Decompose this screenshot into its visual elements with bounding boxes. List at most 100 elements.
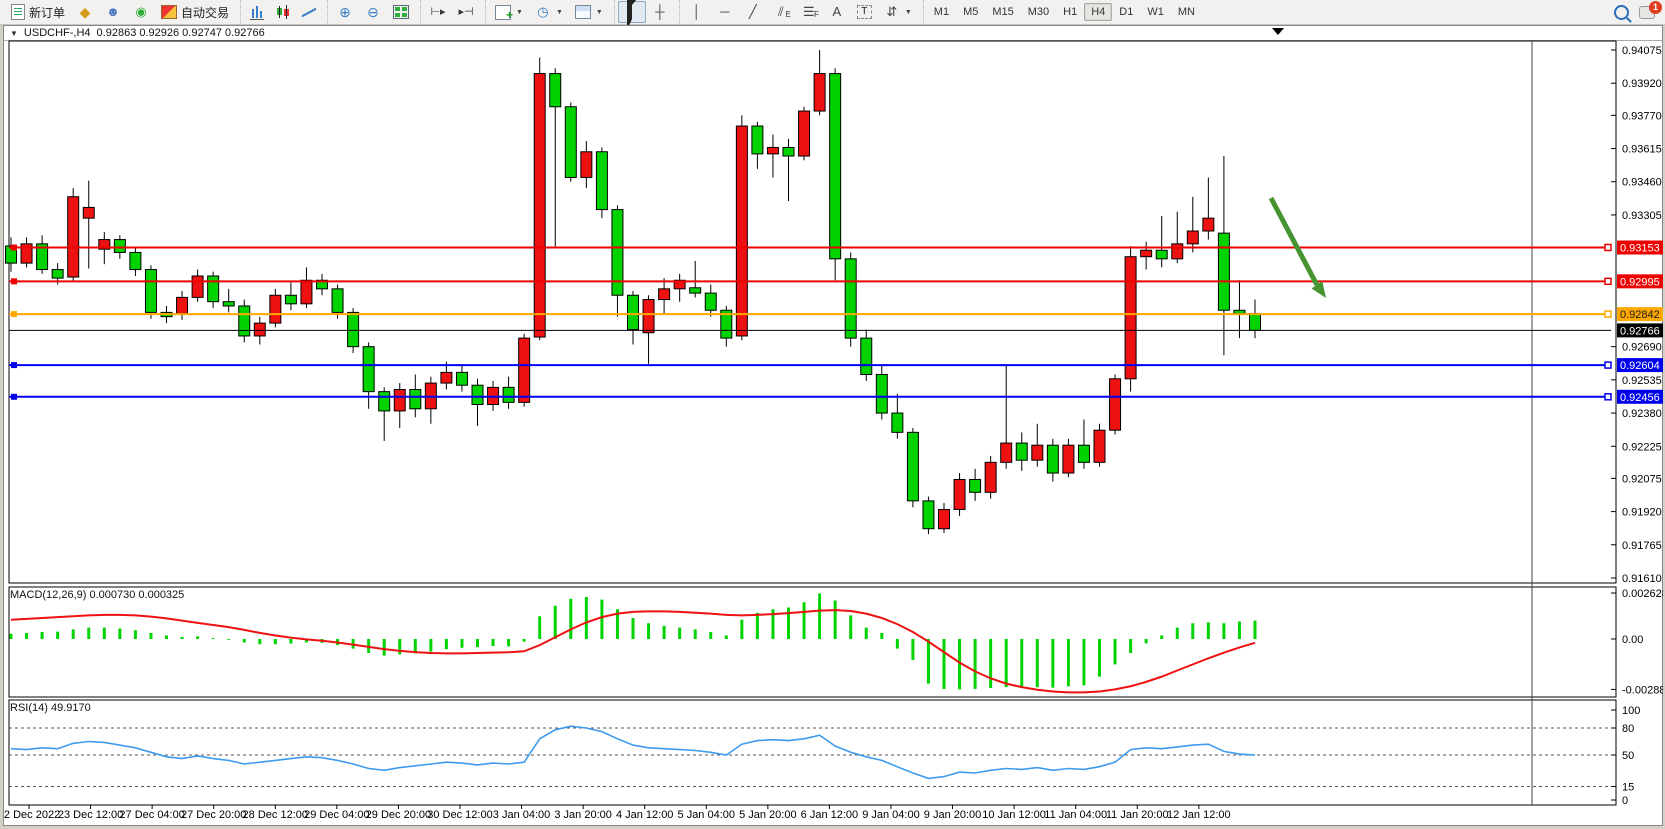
line-anchor-handle[interactable] [1604,310,1612,318]
signals-button[interactable]: ◉ [127,1,155,23]
new-order-button[interactable]: 新订单 [5,1,71,24]
rsi-axis-label: 80 [1622,723,1634,735]
line-anchor-handle[interactable] [1604,361,1612,369]
date-label: 11 Jan 04:00 [1044,809,1107,821]
indicators-icon [495,4,513,23]
candlestick-chart-button[interactable] [270,2,296,22]
price-line-label-text: 0.92766 [1620,325,1660,337]
candle-body [471,384,484,405]
candle-body [1202,217,1215,232]
timeframe-m15-button[interactable]: M15 [992,6,1014,18]
collapse-icon[interactable]: ▼ [10,28,18,38]
candlestick-chart-icon [276,5,291,19]
candle-body [798,110,811,157]
support-button[interactable]: ☻ [99,1,127,23]
timeframe-w1-button[interactable]: W1 [1147,6,1164,18]
timeframe-d1-button[interactable]: D1 [1119,6,1134,18]
chart-window[interactable]: ▼ USDCHF-,H4 0.92863 0.92926 0.92747 0.9… [3,25,1663,826]
date-label: 3 Jan 20:00 [554,809,612,821]
line-anchor-handle[interactable] [1604,393,1612,401]
zoom-in-icon: ⊕ [339,4,351,20]
date-label: 9 Jan 04:00 [862,809,920,821]
candle-body [207,275,220,303]
autotrading-button[interactable]: 自动交易 [155,1,235,24]
crosshair-tool-button[interactable]: ┼ [646,1,674,23]
vertical-line-tool-button[interactable]: │ [683,1,711,23]
candle-body [362,346,375,393]
line-anchor-handle[interactable] [11,278,17,285]
price-tick-label: 0.92225 [1622,441,1662,453]
price-line-label [1617,389,1663,404]
timeframe-h4-button[interactable]: H4 [1084,3,1113,21]
candle-body [222,301,235,307]
price-line-label [1617,240,1663,255]
tile-windows-button[interactable] [387,2,415,22]
notification-badge: 1 [1649,0,1662,14]
arrows-tool-button[interactable]: ⇵ ▼ [878,1,918,23]
periods-button[interactable]: ◷ ▼ [529,1,569,23]
line-chart-button[interactable] [296,2,322,22]
date-label: 22 Dec 2022 [4,809,60,821]
cursor-tool-button[interactable] [617,0,646,30]
date-label: 23 Dec 12:00 [58,809,123,821]
price-line-label [1617,274,1663,289]
candle-body [269,294,282,324]
line-anchor-handle[interactable] [11,393,17,400]
search-icon[interactable] [1614,4,1629,20]
new-order-icon [11,4,25,20]
candle-body [1077,444,1090,463]
candle-body [611,209,624,296]
candle-body [176,296,189,314]
line-anchor-handle[interactable] [11,244,17,251]
arrow-object-shaft[interactable] [1268,196,1320,287]
indicators-button[interactable]: ▼ [489,2,529,23]
vertical-line-icon: │ [692,4,701,19]
zoom-in-button[interactable]: ⊕ [331,1,359,23]
deposit-button[interactable]: ◆ [71,1,99,23]
chart-shift-marker[interactable] [1272,28,1284,35]
main-pane-border [8,40,1617,584]
templates-button[interactable]: ▼ [569,2,609,22]
candle-body [98,239,111,250]
date-label: 5 Jan 04:00 [678,809,736,821]
zoom-out-button[interactable]: ⊖ [359,1,387,23]
tile-windows-icon [393,5,410,19]
timeframe-m1-button[interactable]: M1 [933,6,950,18]
text-tool-button[interactable]: A [823,1,851,23]
price-tick-label: 0.93460 [1622,177,1662,189]
timeframe-h1-button[interactable]: H1 [1063,6,1078,18]
arrow-object-head[interactable] [1311,281,1326,298]
line-anchor-handle[interactable] [11,362,17,369]
horizontal-line-tool-button[interactable]: ─ [711,1,739,23]
bar-chart-button[interactable] [244,2,270,23]
trendline-tool-button[interactable]: ╱ [739,1,767,23]
auto-scroll-button[interactable]: ⊢▸ [424,1,452,23]
chat-icon[interactable]: 1 [1639,0,1662,19]
candle-body [347,311,360,348]
timeframe-m30-button[interactable]: M30 [1027,6,1050,18]
line-anchor-handle[interactable] [1604,277,1612,286]
rsi-label: RSI(14) 49.9170 [10,702,91,714]
line-anchor-handle[interactable] [1604,243,1612,252]
equidistant-channel-tool-button[interactable]: ⫽ [767,1,795,23]
autotrading-icon [161,5,178,19]
candle-body [704,292,717,311]
chart-canvas[interactable]: 0.94075 0.93920 0.93770 0.93615 0.93460 0.933… [4,26,1663,824]
line-anchor-handle[interactable] [11,311,17,318]
price-line-label [1617,358,1663,373]
candle-body [642,299,655,334]
text-label-tool-button[interactable]: T [851,2,878,22]
candle-body [1109,378,1122,431]
timeframe-m5-button[interactable]: M5 [963,6,979,18]
candle-body [922,500,935,530]
chart-shift-button[interactable]: ▸⊣ [452,1,480,23]
price-tick-label: 0.92535 [1622,375,1662,387]
date-label: 3 Jan 04:00 [493,809,551,821]
macd-pane-border [8,586,1617,698]
fibonacci-tool-button[interactable]: ☰ [795,1,823,23]
candle-body [595,151,608,211]
candle-body [829,73,842,260]
timeframe-mn-button[interactable]: MN [1177,6,1195,18]
rsi-axis-label: 0 [1622,795,1628,807]
